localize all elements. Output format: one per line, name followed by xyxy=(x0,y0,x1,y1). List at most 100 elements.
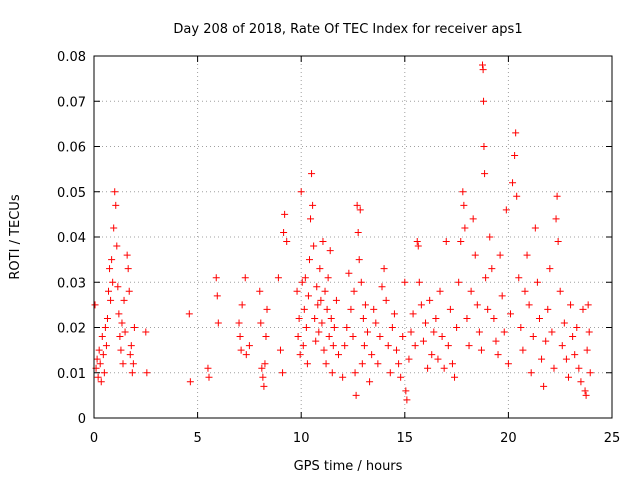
data-point xyxy=(535,314,543,322)
data-point xyxy=(213,292,221,300)
data-point xyxy=(422,319,430,327)
data-point xyxy=(395,360,403,368)
data-point xyxy=(120,296,128,304)
data-point xyxy=(307,215,315,223)
data-point xyxy=(372,319,380,327)
data-point xyxy=(245,342,253,350)
data-point xyxy=(110,224,118,232)
y-tick-label: 0.06 xyxy=(57,141,86,156)
data-point xyxy=(358,360,366,368)
data-point xyxy=(328,369,336,377)
data-point xyxy=(295,314,303,322)
data-point xyxy=(494,351,502,359)
data-point xyxy=(311,314,319,322)
data-point xyxy=(94,373,102,381)
data-point xyxy=(453,324,461,331)
data-point xyxy=(467,287,475,295)
data-point xyxy=(504,360,512,368)
data-point xyxy=(115,310,123,318)
data-point xyxy=(463,314,471,322)
data-point xyxy=(276,346,284,354)
data-point xyxy=(492,337,500,345)
data-point xyxy=(129,360,137,368)
data-point xyxy=(428,351,436,359)
x-tick-label: 5 xyxy=(193,431,201,446)
data-point xyxy=(126,351,134,359)
data-point xyxy=(413,238,421,246)
data-point xyxy=(585,328,593,336)
data-point xyxy=(432,314,440,322)
y-tick-label: 0.05 xyxy=(57,186,86,201)
data-point xyxy=(550,364,558,372)
data-point xyxy=(473,301,481,309)
data-point xyxy=(581,387,589,395)
data-point xyxy=(393,346,401,354)
data-point xyxy=(294,333,302,341)
data-point xyxy=(91,301,99,309)
data-point xyxy=(480,97,488,105)
data-point xyxy=(316,265,324,273)
data-point xyxy=(123,251,131,259)
data-point xyxy=(360,342,368,350)
data-point xyxy=(577,378,585,386)
data-point xyxy=(469,215,477,223)
data-point xyxy=(564,373,572,381)
data-point xyxy=(460,201,468,209)
data-point xyxy=(324,274,332,282)
data-point xyxy=(347,305,355,313)
data-point xyxy=(303,360,311,368)
data-point xyxy=(256,287,264,295)
data-point xyxy=(583,346,591,354)
x-axis-label: GPS time / hours xyxy=(294,459,403,474)
data-point xyxy=(320,346,328,354)
data-point xyxy=(540,382,548,390)
data-point xyxy=(341,342,349,350)
data-point xyxy=(319,238,327,246)
data-point xyxy=(308,170,316,178)
data-point xyxy=(438,333,446,341)
chart-title: Day 208 of 2018, Rate Of TEC Index for r… xyxy=(173,22,522,37)
data-point xyxy=(378,283,386,291)
data-point xyxy=(553,192,561,200)
data-point xyxy=(409,310,417,318)
data-point xyxy=(310,242,318,250)
data-point xyxy=(339,373,347,381)
data-point xyxy=(511,152,519,160)
data-point xyxy=(546,265,554,273)
data-point xyxy=(407,328,415,336)
data-point xyxy=(357,278,365,286)
data-point xyxy=(235,319,243,327)
data-point xyxy=(448,360,456,368)
y-tick-label: 0.02 xyxy=(57,322,86,337)
data-point xyxy=(109,278,117,286)
data-point xyxy=(417,301,425,309)
data-point xyxy=(107,296,115,304)
data-point xyxy=(185,310,193,318)
data-point xyxy=(366,378,374,386)
data-point xyxy=(281,210,289,218)
data-point xyxy=(325,333,333,341)
data-point xyxy=(388,324,396,331)
data-point xyxy=(238,301,246,309)
data-point xyxy=(93,355,101,363)
data-point xyxy=(451,373,459,381)
data-point xyxy=(484,305,492,313)
data-point xyxy=(298,278,306,286)
data-point xyxy=(538,355,546,363)
data-point xyxy=(465,342,473,350)
data-point xyxy=(560,319,568,327)
y-tick-label: 0.03 xyxy=(57,276,86,291)
data-point xyxy=(343,324,351,331)
data-point xyxy=(586,369,594,377)
y-tick-label: 0.08 xyxy=(57,50,86,65)
data-point xyxy=(345,269,353,277)
data-point xyxy=(401,278,409,286)
data-point xyxy=(313,283,321,291)
data-point xyxy=(364,328,372,336)
data-point xyxy=(300,305,308,313)
data-point xyxy=(314,301,322,309)
data-point xyxy=(125,287,133,295)
data-point xyxy=(283,238,291,246)
data-point xyxy=(569,333,577,341)
data-point xyxy=(402,387,410,395)
